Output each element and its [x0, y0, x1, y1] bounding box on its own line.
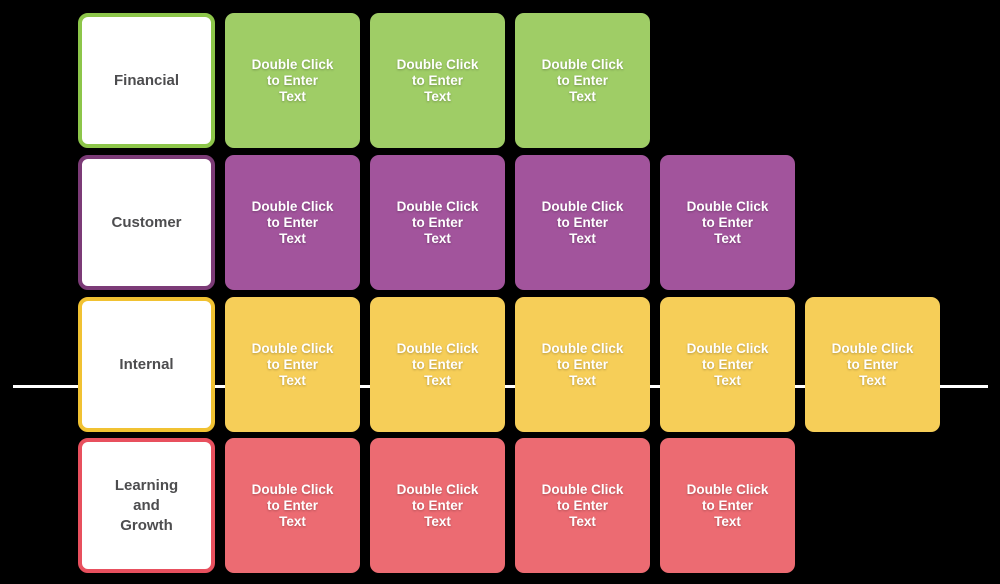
placeholder-card-text: Double Click to Enter Text	[541, 340, 624, 388]
placeholder-card-text: Double Click to Enter Text	[396, 56, 479, 104]
placeholder-card-learning-1[interactable]: Double Click to Enter Text	[225, 438, 360, 573]
placeholder-card-internal-1[interactable]: Double Click to Enter Text	[225, 297, 360, 432]
placeholder-card-text: Double Click to Enter Text	[541, 481, 624, 529]
placeholder-card-text: Double Click to Enter Text	[831, 340, 914, 388]
row-label-customer-text: Customer	[111, 213, 182, 231]
placeholder-card-customer-1[interactable]: Double Click to Enter Text	[225, 155, 360, 290]
placeholder-card-learning-3[interactable]: Double Click to Enter Text	[515, 438, 650, 573]
placeholder-card-internal-3[interactable]: Double Click to Enter Text	[515, 297, 650, 432]
placeholder-card-text: Double Click to Enter Text	[686, 340, 769, 388]
row-label-financial-text: Financial	[113, 71, 180, 89]
row-label-internal[interactable]: Internal	[78, 297, 215, 432]
placeholder-card-learning-4[interactable]: Double Click to Enter Text	[660, 438, 795, 573]
placeholder-card-internal-2[interactable]: Double Click to Enter Text	[370, 297, 505, 432]
placeholder-card-text: Double Click to Enter Text	[251, 340, 334, 388]
row-label-learning-growth[interactable]: Learning and Growth	[78, 438, 215, 573]
row-label-internal-text: Internal	[119, 355, 174, 373]
placeholder-card-customer-4[interactable]: Double Click to Enter Text	[660, 155, 795, 290]
placeholder-card-text: Double Click to Enter Text	[251, 56, 334, 104]
row-label-customer[interactable]: Customer	[78, 155, 215, 290]
placeholder-card-learning-2[interactable]: Double Click to Enter Text	[370, 438, 505, 573]
placeholder-card-text: Double Click to Enter Text	[541, 198, 624, 246]
placeholder-card-internal-4[interactable]: Double Click to Enter Text	[660, 297, 795, 432]
placeholder-card-text: Double Click to Enter Text	[251, 481, 334, 529]
placeholder-card-text: Double Click to Enter Text	[396, 340, 479, 388]
placeholder-card-customer-3[interactable]: Double Click to Enter Text	[515, 155, 650, 290]
placeholder-card-text: Double Click to Enter Text	[686, 481, 769, 529]
placeholder-card-financial-2[interactable]: Double Click to Enter Text	[370, 13, 505, 148]
placeholder-card-text: Double Click to Enter Text	[541, 56, 624, 104]
placeholder-card-customer-2[interactable]: Double Click to Enter Text	[370, 155, 505, 290]
placeholder-card-financial-3[interactable]: Double Click to Enter Text	[515, 13, 650, 148]
row-label-financial[interactable]: Financial	[78, 13, 215, 148]
row-label-learning-growth-text: Learning and Growth	[114, 476, 179, 534]
placeholder-card-text: Double Click to Enter Text	[396, 198, 479, 246]
placeholder-card-text: Double Click to Enter Text	[686, 198, 769, 246]
placeholder-card-internal-5[interactable]: Double Click to Enter Text	[805, 297, 940, 432]
placeholder-card-text: Double Click to Enter Text	[396, 481, 479, 529]
placeholder-card-text: Double Click to Enter Text	[251, 198, 334, 246]
placeholder-card-financial-1[interactable]: Double Click to Enter Text	[225, 13, 360, 148]
